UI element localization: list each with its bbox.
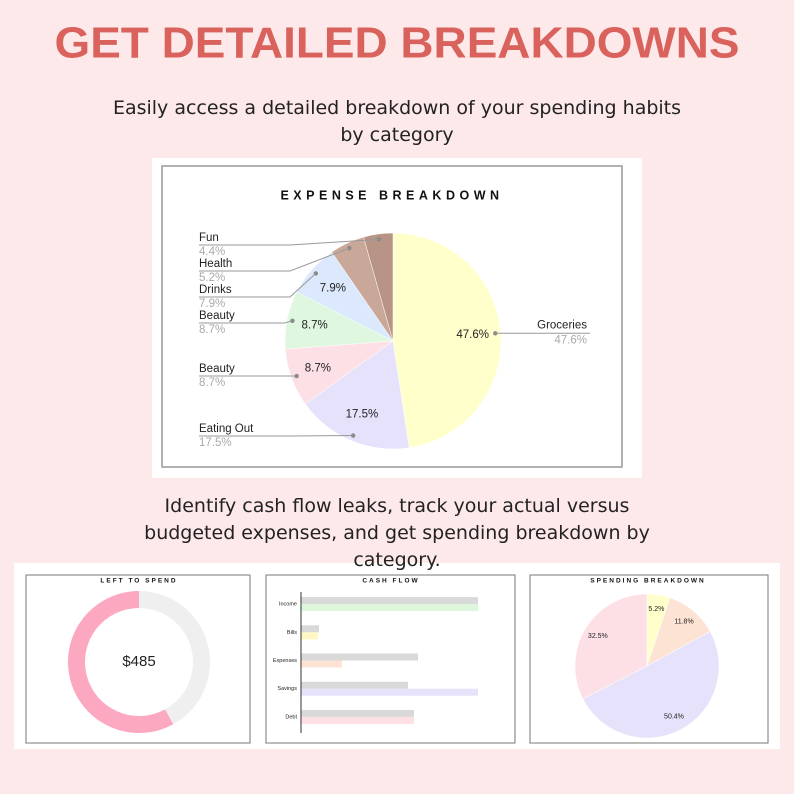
slice-label: 8.7% (305, 362, 331, 374)
bar (301, 632, 318, 640)
chart-title: SPENDING BREAKDOWN (590, 578, 705, 585)
main-frame (161, 165, 623, 468)
leader-line (199, 247, 350, 272)
bar (301, 681, 408, 689)
outside-value: 5.2% (199, 272, 225, 284)
outside-label: Eating Out (199, 423, 254, 435)
pie-slice (363, 232, 394, 342)
outside-label: Fun (199, 232, 219, 244)
y-tick-label: Income (279, 602, 297, 608)
pie-slice (304, 340, 410, 450)
slice-label: 17.5% (346, 409, 379, 421)
outside-label: Groceries (537, 319, 587, 331)
bar (301, 625, 319, 633)
donut-segment (67, 591, 174, 733)
center-label: $485 (122, 653, 155, 670)
donut-segment (139, 590, 210, 725)
outside-value: 17.5% (199, 437, 232, 449)
subtitle: Easily access a detailed breakdown of yo… (112, 97, 682, 146)
slice-label: 32.5% (588, 633, 608, 640)
leader-line (199, 320, 293, 324)
outside-label: Drinks (199, 284, 232, 296)
leader-line (199, 238, 379, 246)
bar (301, 604, 478, 612)
panel-frame (265, 574, 516, 744)
outside-value: 8.7% (199, 324, 225, 336)
slice-label: 7.9% (320, 282, 346, 294)
y-tick-label: Debt (285, 714, 297, 720)
outside-label: Health (199, 258, 232, 270)
chart-title: LEFT TO SPEND (100, 578, 177, 585)
bar (301, 688, 478, 696)
chart-title: EXPENSE BREAKDOWN (280, 188, 503, 202)
caption: Identify cash flow leaks, track your act… (144, 495, 650, 571)
pie-slice (582, 631, 720, 739)
y-tick-label: Expenses (273, 658, 297, 664)
slice-label: 5.2% (648, 606, 664, 613)
bar (301, 597, 478, 605)
bar (301, 716, 414, 724)
outside-label: Beauty (199, 310, 235, 322)
slice-label: 8.7% (302, 319, 328, 331)
outside-value: 7.9% (199, 298, 225, 310)
outside-label: Beauty (199, 363, 235, 375)
slice-label: 11.8% (674, 619, 693, 626)
chart-title: CASH FLOW (362, 578, 419, 585)
leader-line (199, 273, 317, 298)
slice-label: 47.6% (456, 329, 489, 341)
y-tick-label: Savings (277, 686, 297, 692)
pie-slice (574, 593, 648, 700)
y-tick-label: Bills (287, 630, 297, 636)
bar (301, 660, 342, 668)
panel-frame (25, 574, 251, 744)
leader-dot (493, 331, 498, 336)
page-title: GET DETAILED BREAKDOWNS (55, 19, 740, 68)
panel-frame (529, 574, 769, 744)
outside-value: 4.4% (199, 246, 225, 258)
bar (301, 653, 418, 661)
bar (301, 709, 414, 717)
outside-value: 8.7% (199, 377, 225, 389)
slice-label: 50.4% (664, 714, 684, 721)
outside-value: 47.6% (554, 334, 587, 346)
